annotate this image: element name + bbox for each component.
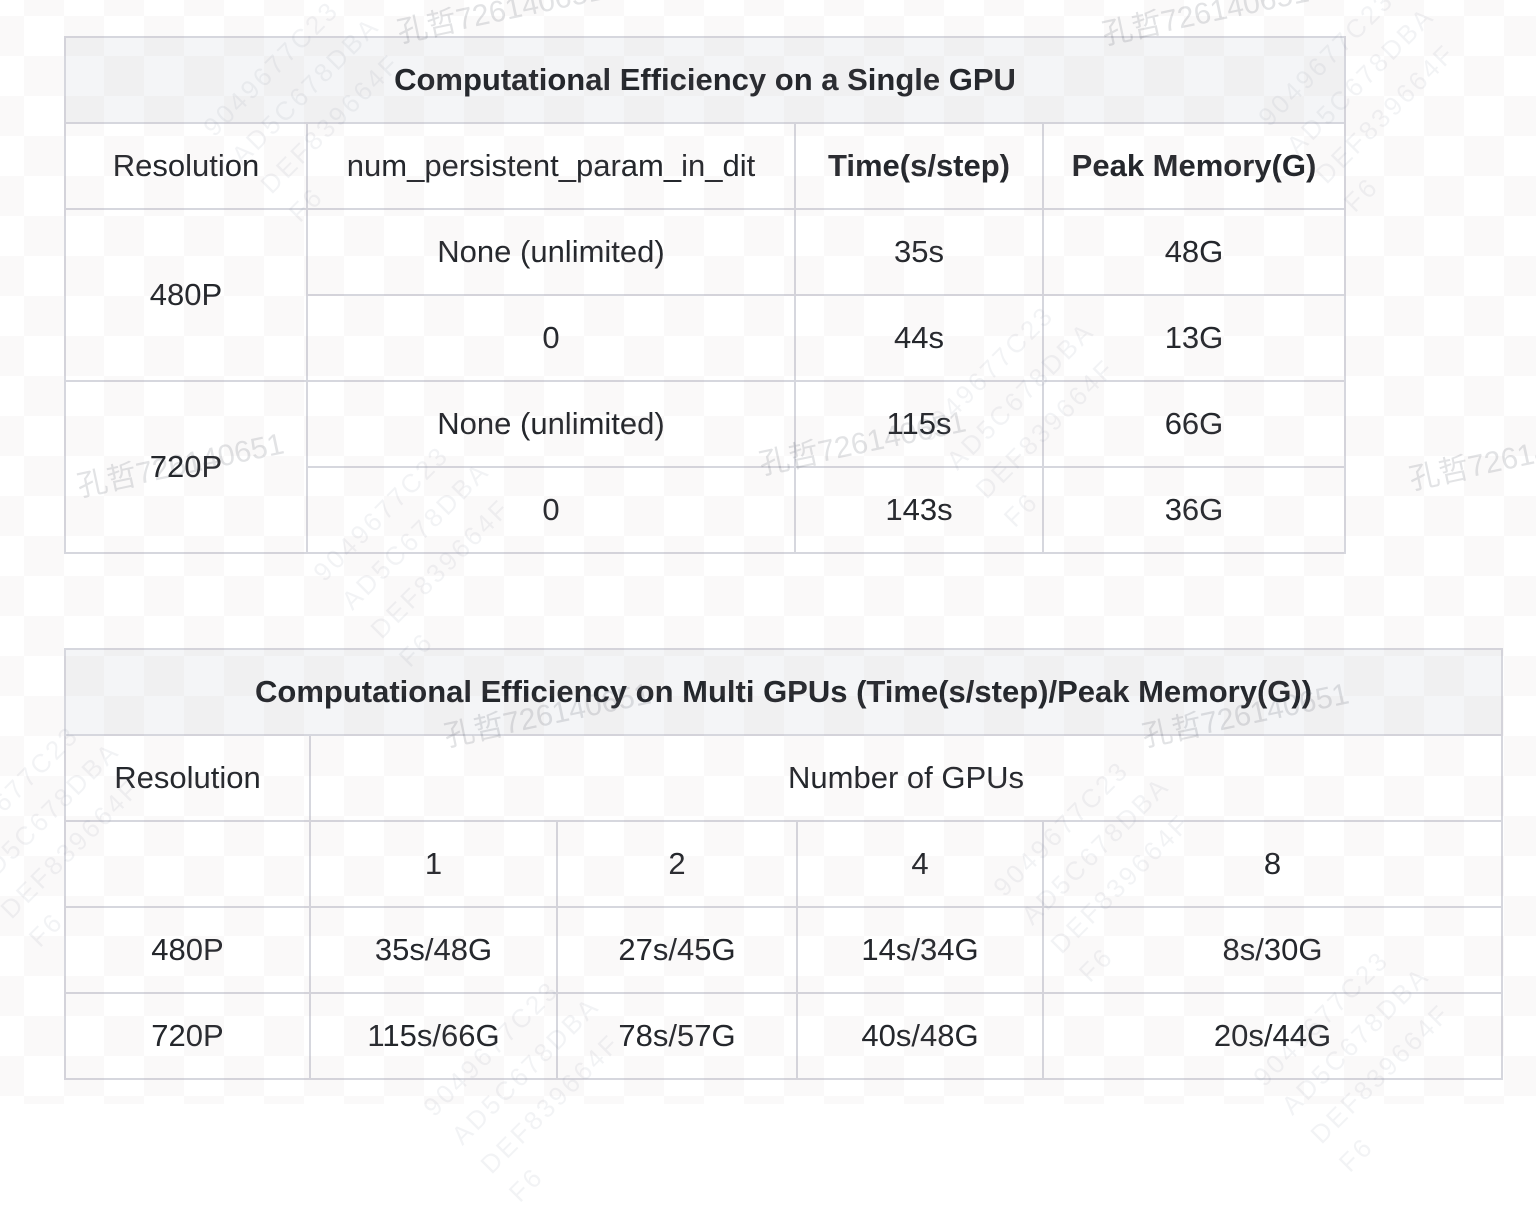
table-title-row: Computational Efficiency on a Single GPU (64, 36, 1346, 124)
value-cell: 27s/45G (556, 906, 798, 994)
gpu-count-cell: 4 (796, 820, 1044, 908)
multi-gpu-table-title: Computational Efficiency on Multi GPUs (… (63, 648, 1504, 736)
table-header-row: Resolution num_persistent_param_in_dit T… (64, 122, 1346, 210)
resolution-cell-720p: 720P (64, 380, 308, 554)
gpu-count-cell: 1 (309, 820, 558, 908)
memory-cell: 48G (1042, 208, 1346, 296)
header-number-of-gpus: Number of GPUs (308, 734, 1504, 822)
table-subheader-row: 1 2 4 8 (64, 820, 1504, 908)
gpu-count-cell: 2 (556, 820, 798, 908)
value-cell: 115s/66G (309, 992, 558, 1080)
time-cell: 44s (794, 294, 1044, 382)
header-time: Time(s/step) (794, 122, 1044, 210)
resolution-cell-720p: 720P (64, 992, 311, 1080)
param-cell: None (unlimited) (306, 380, 796, 468)
resolution-cell-480p: 480P (64, 906, 311, 994)
gpu-count-cell: 8 (1041, 820, 1504, 908)
value-cell: 20s/44G (1041, 992, 1504, 1080)
time-cell: 143s (794, 466, 1044, 554)
multi-gpu-efficiency-table: Computational Efficiency on Multi GPUs (… (63, 648, 1504, 1080)
header-num-persistent-param: num_persistent_param_in_dit (306, 122, 796, 210)
param-cell: 0 (306, 466, 796, 554)
table-header-row: Resolution Number of GPUs (64, 734, 1504, 822)
time-cell: 35s (794, 208, 1044, 296)
memory-cell: 66G (1042, 380, 1346, 468)
value-cell: 78s/57G (556, 992, 798, 1080)
time-cell: 115s (794, 380, 1044, 468)
table-row: 0 143s 36G (65, 466, 1346, 554)
table-row: 720P None (unlimited) 115s 66G (64, 380, 1346, 554)
param-cell: 0 (306, 294, 796, 382)
table-row: 0 44s 13G (65, 294, 1346, 382)
header-resolution: Resolution (64, 734, 311, 822)
table-title-row: Computational Efficiency on Multi GPUs (… (63, 648, 1504, 736)
value-cell: 8s/30G (1041, 906, 1504, 994)
value-cell: 40s/48G (796, 992, 1044, 1080)
header-resolution: Resolution (64, 122, 308, 210)
empty-header-cell (64, 820, 311, 908)
memory-cell: 36G (1042, 466, 1346, 554)
value-cell: 35s/48G (309, 906, 558, 994)
resolution-cell-480p: 480P (64, 208, 308, 382)
table-row: 480P 35s/48G 27s/45G 14s/34G 8s/30G (64, 906, 1504, 994)
table-row: 720P 115s/66G 78s/57G 40s/48G 20s/44G (64, 992, 1504, 1080)
single-gpu-table-title: Computational Efficiency on a Single GPU (64, 36, 1346, 124)
value-cell: 14s/34G (796, 906, 1044, 994)
memory-cell: 13G (1042, 294, 1346, 382)
table-row: 480P None (unlimited) 35s 48G (64, 208, 1346, 382)
username-watermark: 孔哲726140651 (1406, 420, 1536, 497)
param-cell: None (unlimited) (306, 208, 796, 296)
single-gpu-efficiency-table: Computational Efficiency on a Single GPU… (64, 36, 1346, 554)
header-peak-memory: Peak Memory(G) (1042, 122, 1346, 210)
